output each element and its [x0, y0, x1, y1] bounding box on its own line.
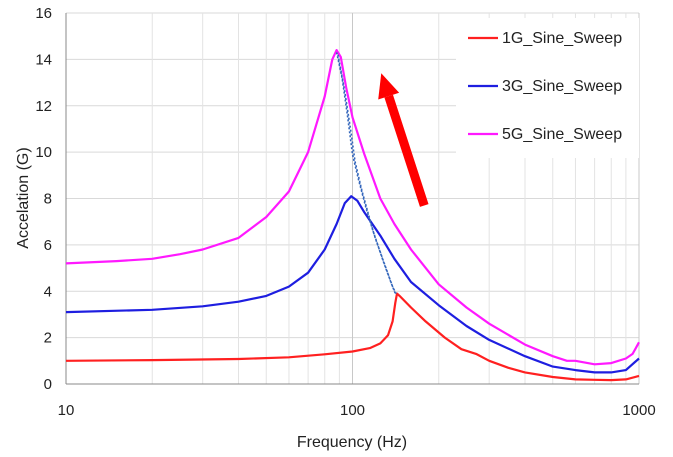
y-tick-label: 6 — [44, 237, 52, 254]
series-line-3g-sine-sweep — [65, 195, 640, 374]
y-tick-label: 4 — [44, 283, 52, 300]
x-tick-label: 10 — [58, 402, 75, 419]
annotation-layer — [378, 73, 429, 207]
y-tick-label: 16 — [35, 5, 52, 22]
legend-label: 1G_Sine_Sweep — [502, 30, 622, 47]
annotation-arrow-head — [378, 73, 400, 100]
legend-label: 3G_Sine_Sweep — [502, 78, 622, 95]
tick-labels: 0 2 4 6 8 10 12 14 16 10 100 1000 — [35, 5, 655, 419]
series-layer — [65, 49, 640, 382]
y-tick-label: 14 — [35, 51, 52, 68]
legend: 1G_Sine_Sweep 3G_Sine_Sweep 5G_Sine_Sweep — [456, 18, 639, 158]
x-axis-title: Frequency (Hz) — [297, 434, 407, 451]
series-line-1g-sine-sweep — [65, 292, 640, 382]
x-tick-label: 1000 — [622, 402, 655, 419]
series-line-5g-sine-sweep — [65, 49, 640, 366]
y-tick-label: 2 — [44, 330, 52, 347]
grid — [66, 12, 640, 384]
x-tick-label: 100 — [340, 402, 365, 419]
y-tick-label: 0 — [44, 376, 52, 393]
y-axis-title: Accelation (G) — [15, 147, 32, 248]
axes — [65, 13, 639, 385]
y-tick-label: 8 — [44, 191, 52, 208]
annotation-arrow-shaft — [384, 94, 429, 207]
series-line-trend — [335, 52, 397, 294]
y-tick-label: 12 — [35, 98, 52, 115]
y-tick-label: 10 — [35, 144, 52, 161]
legend-label: 5G_Sine_Sweep — [502, 126, 622, 143]
